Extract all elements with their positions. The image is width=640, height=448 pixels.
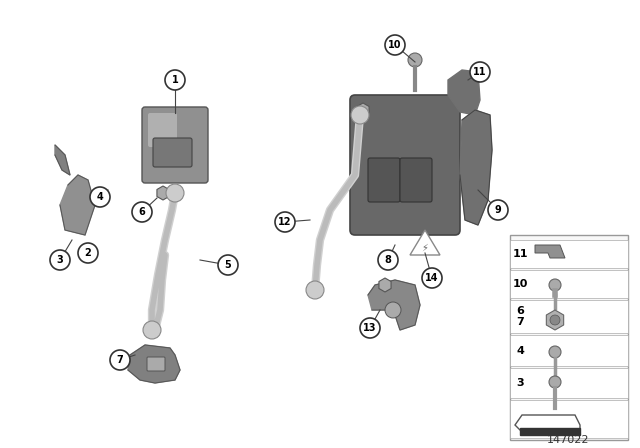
- Circle shape: [90, 187, 110, 207]
- Polygon shape: [535, 245, 565, 258]
- Circle shape: [470, 62, 490, 82]
- Text: 10: 10: [388, 40, 402, 50]
- FancyBboxPatch shape: [510, 235, 628, 440]
- Circle shape: [385, 302, 401, 318]
- Circle shape: [378, 250, 398, 270]
- Polygon shape: [60, 175, 95, 235]
- FancyBboxPatch shape: [400, 158, 432, 202]
- Polygon shape: [55, 145, 70, 175]
- Text: 6
7: 6 7: [516, 306, 524, 327]
- Circle shape: [549, 376, 561, 388]
- Circle shape: [132, 202, 152, 222]
- Circle shape: [549, 346, 561, 358]
- Text: 1: 1: [172, 75, 179, 85]
- Bar: [510, 240, 628, 268]
- Polygon shape: [410, 230, 440, 255]
- Text: 13: 13: [364, 323, 377, 333]
- Text: 4: 4: [516, 345, 524, 356]
- Text: 7: 7: [116, 355, 124, 365]
- Text: 11: 11: [473, 67, 487, 77]
- Circle shape: [408, 53, 422, 67]
- FancyBboxPatch shape: [147, 357, 165, 371]
- Circle shape: [110, 350, 130, 370]
- Bar: [510, 335, 628, 366]
- Text: 3: 3: [516, 378, 524, 388]
- Polygon shape: [515, 415, 580, 430]
- Circle shape: [218, 255, 238, 275]
- Text: 147022: 147022: [547, 435, 589, 445]
- Polygon shape: [448, 70, 480, 115]
- Polygon shape: [128, 345, 180, 383]
- Text: 10: 10: [512, 279, 528, 289]
- Circle shape: [143, 321, 161, 339]
- Text: 3: 3: [56, 255, 63, 265]
- FancyBboxPatch shape: [148, 113, 177, 147]
- Circle shape: [50, 250, 70, 270]
- Circle shape: [385, 35, 405, 55]
- Circle shape: [78, 243, 98, 263]
- Circle shape: [165, 70, 185, 90]
- Bar: [510, 270, 628, 298]
- Circle shape: [549, 279, 561, 291]
- Circle shape: [306, 281, 324, 299]
- Text: 6: 6: [139, 207, 145, 217]
- Circle shape: [488, 200, 508, 220]
- Bar: [510, 400, 628, 438]
- FancyBboxPatch shape: [153, 138, 192, 167]
- Bar: [510, 368, 628, 398]
- Text: 9: 9: [495, 205, 501, 215]
- Text: 4: 4: [97, 192, 104, 202]
- Circle shape: [360, 318, 380, 338]
- Bar: [510, 300, 628, 333]
- FancyBboxPatch shape: [350, 95, 460, 235]
- Text: 11: 11: [512, 249, 528, 259]
- Circle shape: [351, 106, 369, 124]
- Text: 8: 8: [385, 255, 392, 265]
- Circle shape: [550, 315, 560, 325]
- Circle shape: [422, 268, 442, 288]
- FancyBboxPatch shape: [368, 158, 400, 202]
- Text: ⚡: ⚡: [422, 243, 428, 253]
- Text: 14: 14: [425, 273, 439, 283]
- Text: 12: 12: [278, 217, 292, 227]
- Polygon shape: [460, 110, 492, 225]
- Polygon shape: [368, 280, 420, 330]
- FancyBboxPatch shape: [142, 107, 208, 183]
- Text: 2: 2: [84, 248, 92, 258]
- Text: 5: 5: [225, 260, 232, 270]
- Polygon shape: [520, 428, 580, 435]
- Circle shape: [275, 212, 295, 232]
- Circle shape: [166, 184, 184, 202]
